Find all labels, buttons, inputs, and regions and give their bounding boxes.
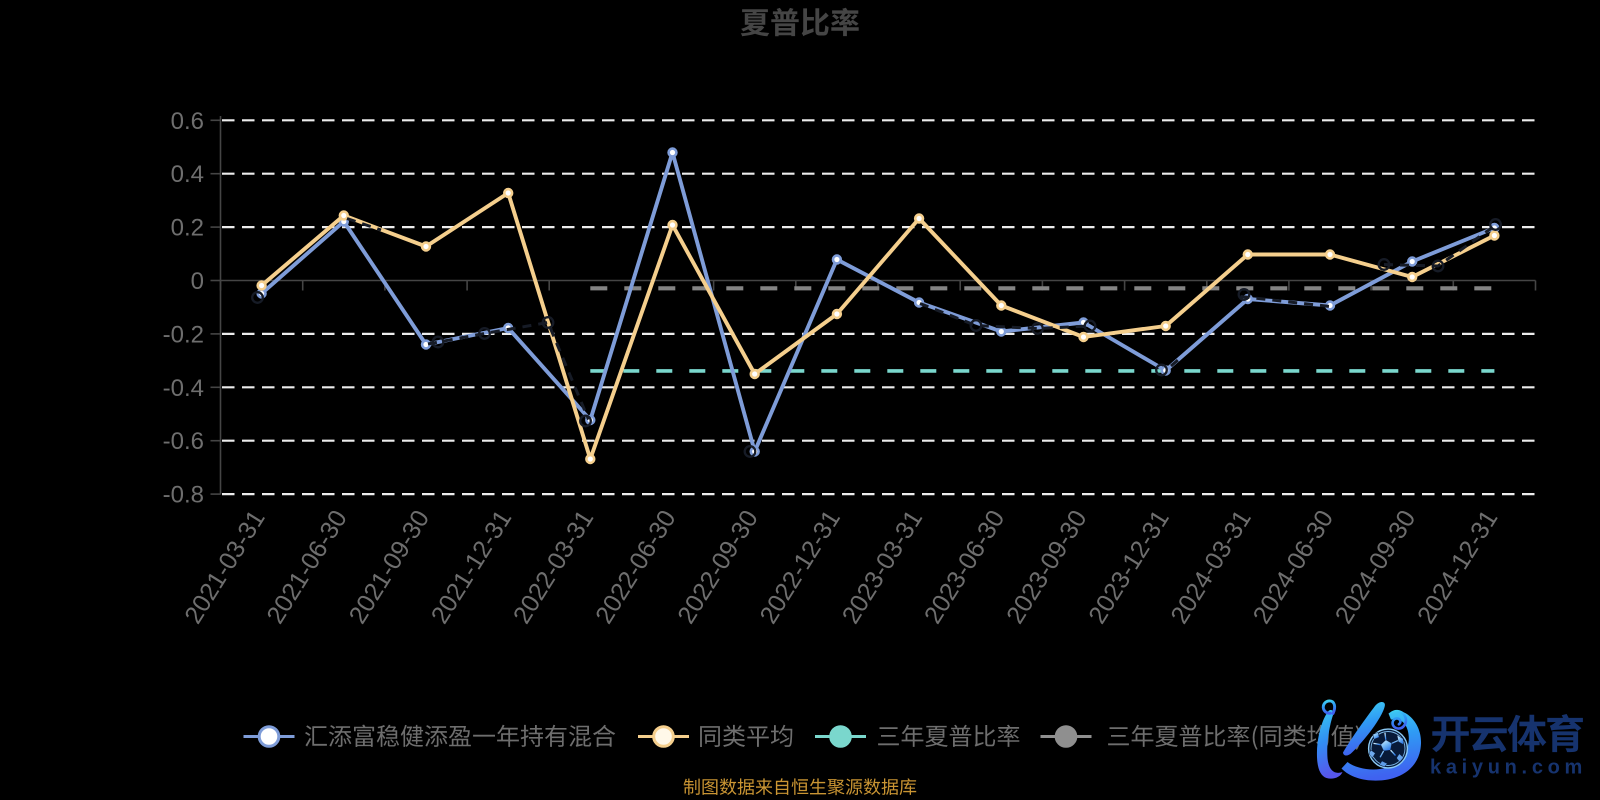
svg-text:-0.2: -0.2 [163,321,204,348]
svg-text:0.6: 0.6 [171,108,204,135]
svg-text:-0.4: -0.4 [163,375,204,402]
svg-text:0: 0 [191,268,204,295]
svg-text:-0.8: -0.8 [163,482,204,509]
svg-text:0.4: 0.4 [171,161,204,188]
svg-text:-0.6: -0.6 [163,428,204,455]
svg-text:kaiyun.com: kaiyun.com [1430,757,1587,779]
svg-text:0.2: 0.2 [171,215,204,242]
